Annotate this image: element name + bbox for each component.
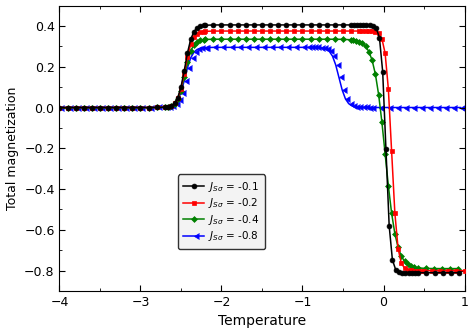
- Line: $J_{S\sigma}$ = -0.4: $J_{S\sigma}$ = -0.4: [57, 37, 460, 271]
- Line: $J_{S\sigma}$ = -0.2: $J_{S\sigma}$ = -0.2: [57, 29, 467, 273]
- $J_{S\sigma}$ = -0.8: [184, 66, 190, 70]
- $J_{S\sigma}$ = -0.2: [184, 55, 190, 59]
- $J_{S\sigma}$ = -0.1: [184, 51, 190, 55]
- $J_{S\sigma}$ = -0.8: [352, 105, 358, 109]
- X-axis label: Temperature: Temperature: [218, 314, 306, 328]
- $J_{S\sigma}$ = -0.8: [457, 106, 463, 110]
- $J_{S\sigma}$ = -0.1: [308, 23, 313, 27]
- Y-axis label: Total magnetization: Total magnetization: [6, 87, 18, 210]
- $J_{S\sigma}$ = -0.4: [340, 37, 346, 41]
- $J_{S\sigma}$ = -0.2: [385, 87, 391, 91]
- $J_{S\sigma}$ = -0.2: [300, 29, 305, 33]
- $J_{S\sigma}$ = -0.4: [73, 106, 79, 110]
- $J_{S\sigma}$ = -0.2: [340, 29, 346, 33]
- $J_{S\sigma}$ = -0.1: [340, 23, 346, 27]
- $J_{S\sigma}$ = -0.2: [267, 29, 273, 33]
- $J_{S\sigma}$ = -0.1: [380, 70, 385, 74]
- $J_{S\sigma}$ = -0.4: [275, 37, 281, 41]
- Legend: $J_{S\sigma}$ = -0.1, $J_{S\sigma}$ = -0.2, $J_{S\sigma}$ = -0.4, $J_{S\sigma}$ : $J_{S\sigma}$ = -0.1, $J_{S\sigma}$ = -0…: [178, 174, 265, 249]
- $J_{S\sigma}$ = -0.8: [56, 106, 62, 110]
- $J_{S\sigma}$ = -0.2: [73, 106, 79, 110]
- $J_{S\sigma}$ = -0.4: [455, 267, 461, 271]
- $J_{S\sigma}$ = -0.2: [438, 269, 443, 273]
- $J_{S\sigma}$ = -0.8: [317, 46, 322, 50]
- $J_{S\sigma}$ = -0.4: [259, 37, 265, 41]
- $J_{S\sigma}$ = -0.1: [56, 106, 62, 110]
- $J_{S\sigma}$ = -0.1: [73, 106, 79, 110]
- $J_{S\sigma}$ = -0.8: [433, 106, 439, 110]
- Line: $J_{S\sigma}$ = -0.8: $J_{S\sigma}$ = -0.8: [56, 44, 464, 111]
- $J_{S\sigma}$ = -0.8: [73, 106, 79, 110]
- Line: $J_{S\sigma}$ = -0.1: $J_{S\sigma}$ = -0.1: [57, 22, 461, 275]
- $J_{S\sigma}$ = -0.1: [456, 271, 462, 275]
- $J_{S\sigma}$ = -0.1: [432, 271, 438, 275]
- $J_{S\sigma}$ = -0.8: [259, 45, 265, 49]
- $J_{S\sigma}$ = -0.1: [267, 23, 273, 27]
- $J_{S\sigma}$ = -0.2: [462, 269, 467, 273]
- $J_{S\sigma}$ = -0.4: [431, 267, 437, 271]
- $J_{S\sigma}$ = -0.4: [184, 60, 190, 64]
- $J_{S\sigma}$ = -0.4: [379, 120, 385, 124]
- $J_{S\sigma}$ = -0.2: [56, 106, 62, 110]
- $J_{S\sigma}$ = -0.4: [56, 106, 62, 110]
- $J_{S\sigma}$ = -0.8: [275, 45, 281, 49]
